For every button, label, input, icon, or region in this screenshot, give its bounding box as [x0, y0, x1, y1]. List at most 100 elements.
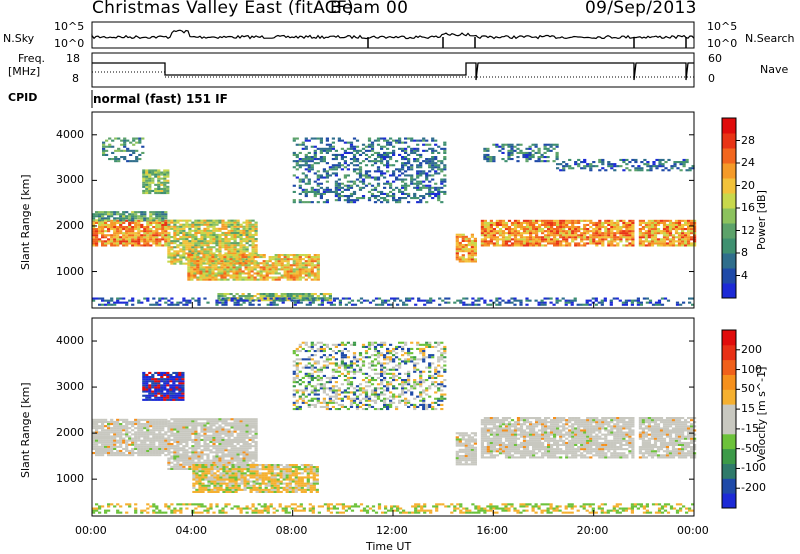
cell-band-4 — [236, 233, 240, 236]
cell-band-1 — [176, 420, 180, 423]
cell-band-0 — [104, 431, 108, 434]
cell-band-1 — [101, 219, 105, 222]
cell-band-9 — [550, 221, 554, 224]
cell-band-11 — [537, 156, 541, 159]
cell-band-5 — [202, 254, 206, 257]
cell-band-12 — [634, 169, 638, 172]
cell-band-12 — [673, 163, 677, 166]
cell-band-1 — [206, 449, 210, 452]
cell-band-3 — [145, 177, 149, 180]
cell-band-10 — [677, 221, 682, 224]
cell-band-5 — [187, 278, 191, 281]
cell-band-5 — [316, 270, 320, 273]
cell-band-9 — [519, 226, 524, 229]
cell-band-1 — [245, 455, 249, 458]
cell-band-4 — [197, 244, 201, 247]
cell-band-9 — [525, 219, 530, 222]
cell-band-7 — [331, 168, 335, 171]
cell-band-13 — [281, 301, 285, 304]
cell-band-7 — [386, 151, 390, 154]
cell-band-1 — [212, 445, 216, 448]
cell-band-6 — [328, 297, 332, 300]
cell-band-2 — [138, 139, 142, 142]
cell-band-9 — [610, 228, 614, 231]
cell-band-7 — [410, 164, 414, 167]
cell-band-10 — [693, 219, 697, 222]
cell-band-4 — [233, 252, 237, 255]
cell-band-7 — [440, 168, 444, 171]
cell-band-9 — [580, 219, 584, 222]
cell-band-1 — [239, 445, 243, 448]
cell-band-7 — [443, 151, 447, 154]
cell-band-2 — [483, 427, 487, 430]
cell-band-4 — [185, 238, 189, 241]
cell-band-7 — [407, 192, 411, 195]
cell-band-4 — [227, 246, 231, 249]
cell-band-7 — [373, 170, 378, 173]
cell-band-0 — [131, 236, 135, 239]
cell-band-7 — [395, 201, 399, 204]
cell-band-0 — [122, 234, 126, 237]
cell-band-10 — [662, 240, 667, 243]
cell-band-5 — [211, 272, 215, 275]
cell-band-6 — [268, 293, 272, 296]
cell-band-0 — [128, 242, 132, 245]
cell-band-7 — [340, 168, 344, 171]
cell-band-0 — [152, 427, 156, 430]
cell-band-13 — [236, 299, 240, 302]
cell-band-1 — [185, 467, 189, 470]
cell-band-0 — [119, 221, 123, 224]
cell-band-2 — [120, 139, 124, 142]
cell-band-0 — [158, 449, 162, 452]
cell-band-7 — [395, 176, 399, 179]
cell-band-13 — [594, 303, 598, 306]
cell-band-3 — [145, 189, 149, 192]
cell-band-7 — [355, 160, 360, 163]
cell-band-1 — [170, 418, 174, 421]
cell-band-10 — [674, 221, 679, 224]
cell-band-7 — [392, 195, 396, 198]
cell-band-2 — [132, 143, 136, 146]
cell-band-7 — [316, 158, 320, 161]
cell-band-4 — [215, 229, 219, 232]
cell-band-0 — [140, 449, 144, 452]
cell-band-13 — [128, 299, 132, 302]
cell-band-13 — [570, 299, 574, 302]
cell-band-9 — [507, 240, 512, 243]
cell-band-7 — [334, 192, 338, 195]
cell-band-0 — [104, 437, 108, 440]
cell-band-6 — [292, 293, 296, 296]
cell-band-2 — [486, 423, 490, 426]
cell-band-4 — [236, 219, 240, 222]
cell-band-6 — [313, 293, 317, 296]
cell-band-9 — [547, 242, 551, 245]
cell-band-5 — [187, 260, 191, 263]
cell-band-4 — [233, 225, 237, 228]
cell-band-9 — [595, 221, 599, 224]
cell-band-3 — [148, 177, 152, 180]
cell-band-5 — [196, 266, 200, 269]
cell-band-1 — [248, 447, 252, 450]
cell-band-13 — [691, 303, 695, 306]
cell-band-7 — [298, 180, 302, 183]
cell-band-1 — [167, 428, 171, 431]
cell-band-4 — [179, 256, 183, 259]
cell-band-7 — [292, 166, 296, 169]
cell-band-1 — [191, 461, 195, 464]
cell-band-7 — [364, 153, 369, 156]
cell-band-10 — [641, 242, 645, 245]
cell-band-0 — [146, 427, 150, 430]
cell-band-1 — [176, 426, 180, 429]
cell-band-7 — [352, 147, 357, 150]
cell-band-7 — [398, 188, 402, 191]
cell-band-8 — [461, 237, 465, 240]
cell-band-5 — [190, 272, 194, 275]
cell-band-7 — [413, 147, 417, 150]
cell-band-1 — [227, 451, 231, 454]
cell-band-4 — [206, 250, 210, 253]
cell-band-0 — [137, 427, 141, 430]
cell-band-5 — [310, 264, 314, 267]
cell-band-1 — [98, 219, 102, 222]
cell-band-0 — [104, 452, 108, 455]
cell-band-13 — [98, 303, 102, 306]
